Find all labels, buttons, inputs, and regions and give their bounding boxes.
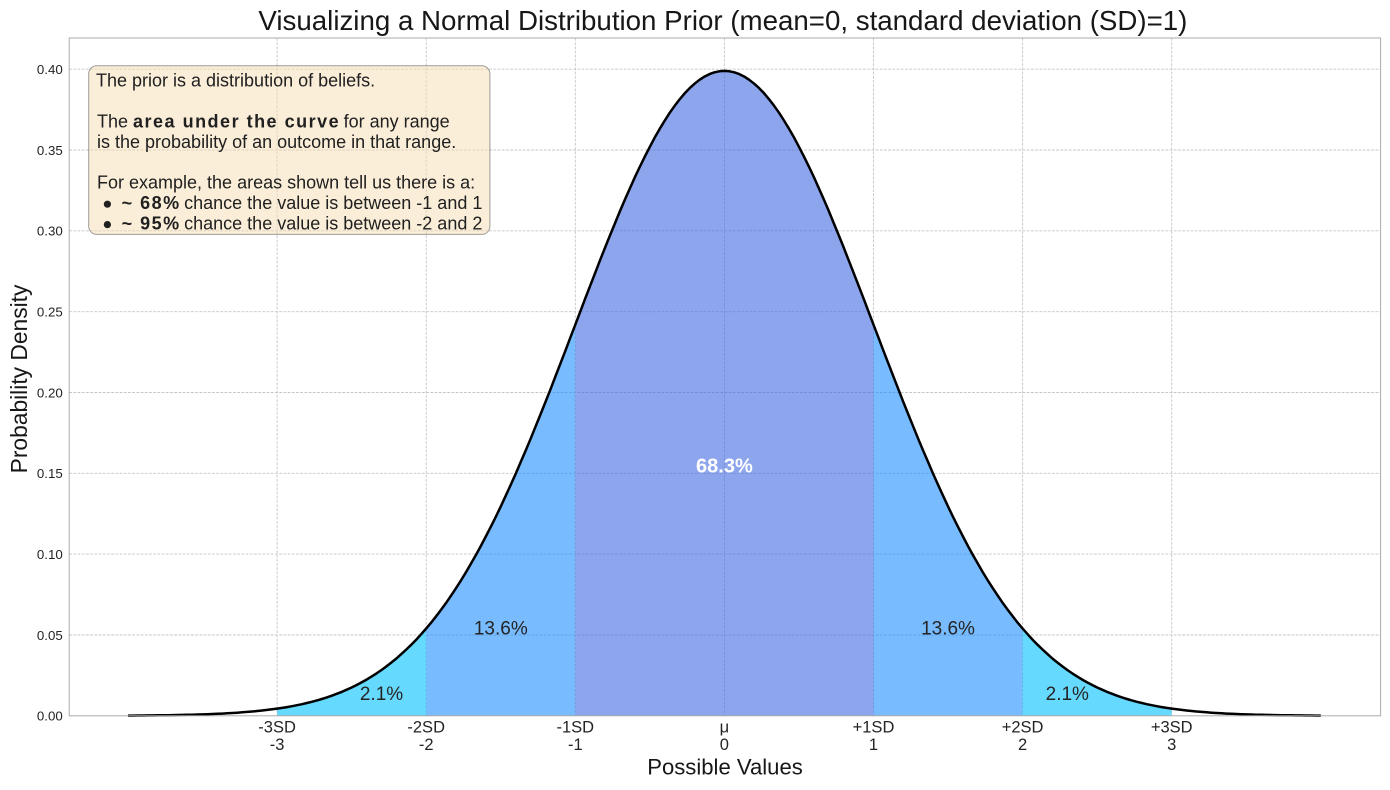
svg-text:0.00: 0.00	[37, 709, 63, 724]
svg-text:0.15: 0.15	[37, 466, 63, 481]
svg-text:~ 95% chance the value is betw: ~ 95% chance the value is between -2 and…	[122, 213, 483, 233]
svg-text:Probability Density: Probability Density	[6, 284, 32, 473]
svg-text:0.20: 0.20	[37, 385, 63, 400]
svg-text:The prior is a distribution of: The prior is a distribution of beliefs.	[96, 71, 375, 91]
svg-text:-3SD: -3SD	[258, 719, 296, 737]
svg-text:For example, the areas shown t: For example, the areas shown tell us the…	[97, 173, 475, 193]
svg-text:+3SD: +3SD	[1151, 719, 1193, 737]
svg-text:0.05: 0.05	[37, 628, 63, 643]
svg-text:is the probability of an outco: is the probability of an outcome in that…	[97, 132, 456, 152]
svg-text:13.6%: 13.6%	[474, 619, 528, 640]
svg-text:2.1%: 2.1%	[1046, 684, 1089, 705]
svg-text:+1SD: +1SD	[853, 719, 895, 737]
svg-text:13.6%: 13.6%	[921, 619, 975, 640]
svg-text:μ: μ	[720, 719, 730, 737]
svg-text:~ 68% chance the value is betw: ~ 68% chance the value is between -1 and…	[122, 193, 483, 213]
svg-text:The area under the curve for a: The area under the curve for any range	[97, 111, 450, 131]
svg-text:0.35: 0.35	[37, 143, 63, 158]
svg-text:3: 3	[1167, 736, 1176, 754]
svg-text:2.1%: 2.1%	[360, 684, 403, 705]
svg-text:Visualizing a Normal Distribut: Visualizing a Normal Distribution Prior …	[258, 5, 1187, 36]
svg-text:-1SD: -1SD	[557, 719, 595, 737]
svg-text:Possible Values: Possible Values	[647, 754, 803, 779]
svg-text:0.25: 0.25	[37, 305, 63, 320]
svg-text:-3: -3	[270, 736, 285, 754]
svg-text:68.3%: 68.3%	[696, 456, 753, 478]
svg-text:-2: -2	[419, 736, 434, 754]
svg-text:0.40: 0.40	[37, 62, 63, 77]
svg-text:2: 2	[1018, 736, 1027, 754]
svg-text:-2SD: -2SD	[407, 719, 445, 737]
svg-text:1: 1	[869, 736, 878, 754]
svg-text:0.10: 0.10	[37, 547, 63, 562]
svg-text:-1: -1	[568, 736, 583, 754]
svg-text:+2SD: +2SD	[1002, 719, 1044, 737]
svg-text:0.30: 0.30	[37, 224, 63, 239]
svg-text:0: 0	[720, 736, 729, 754]
